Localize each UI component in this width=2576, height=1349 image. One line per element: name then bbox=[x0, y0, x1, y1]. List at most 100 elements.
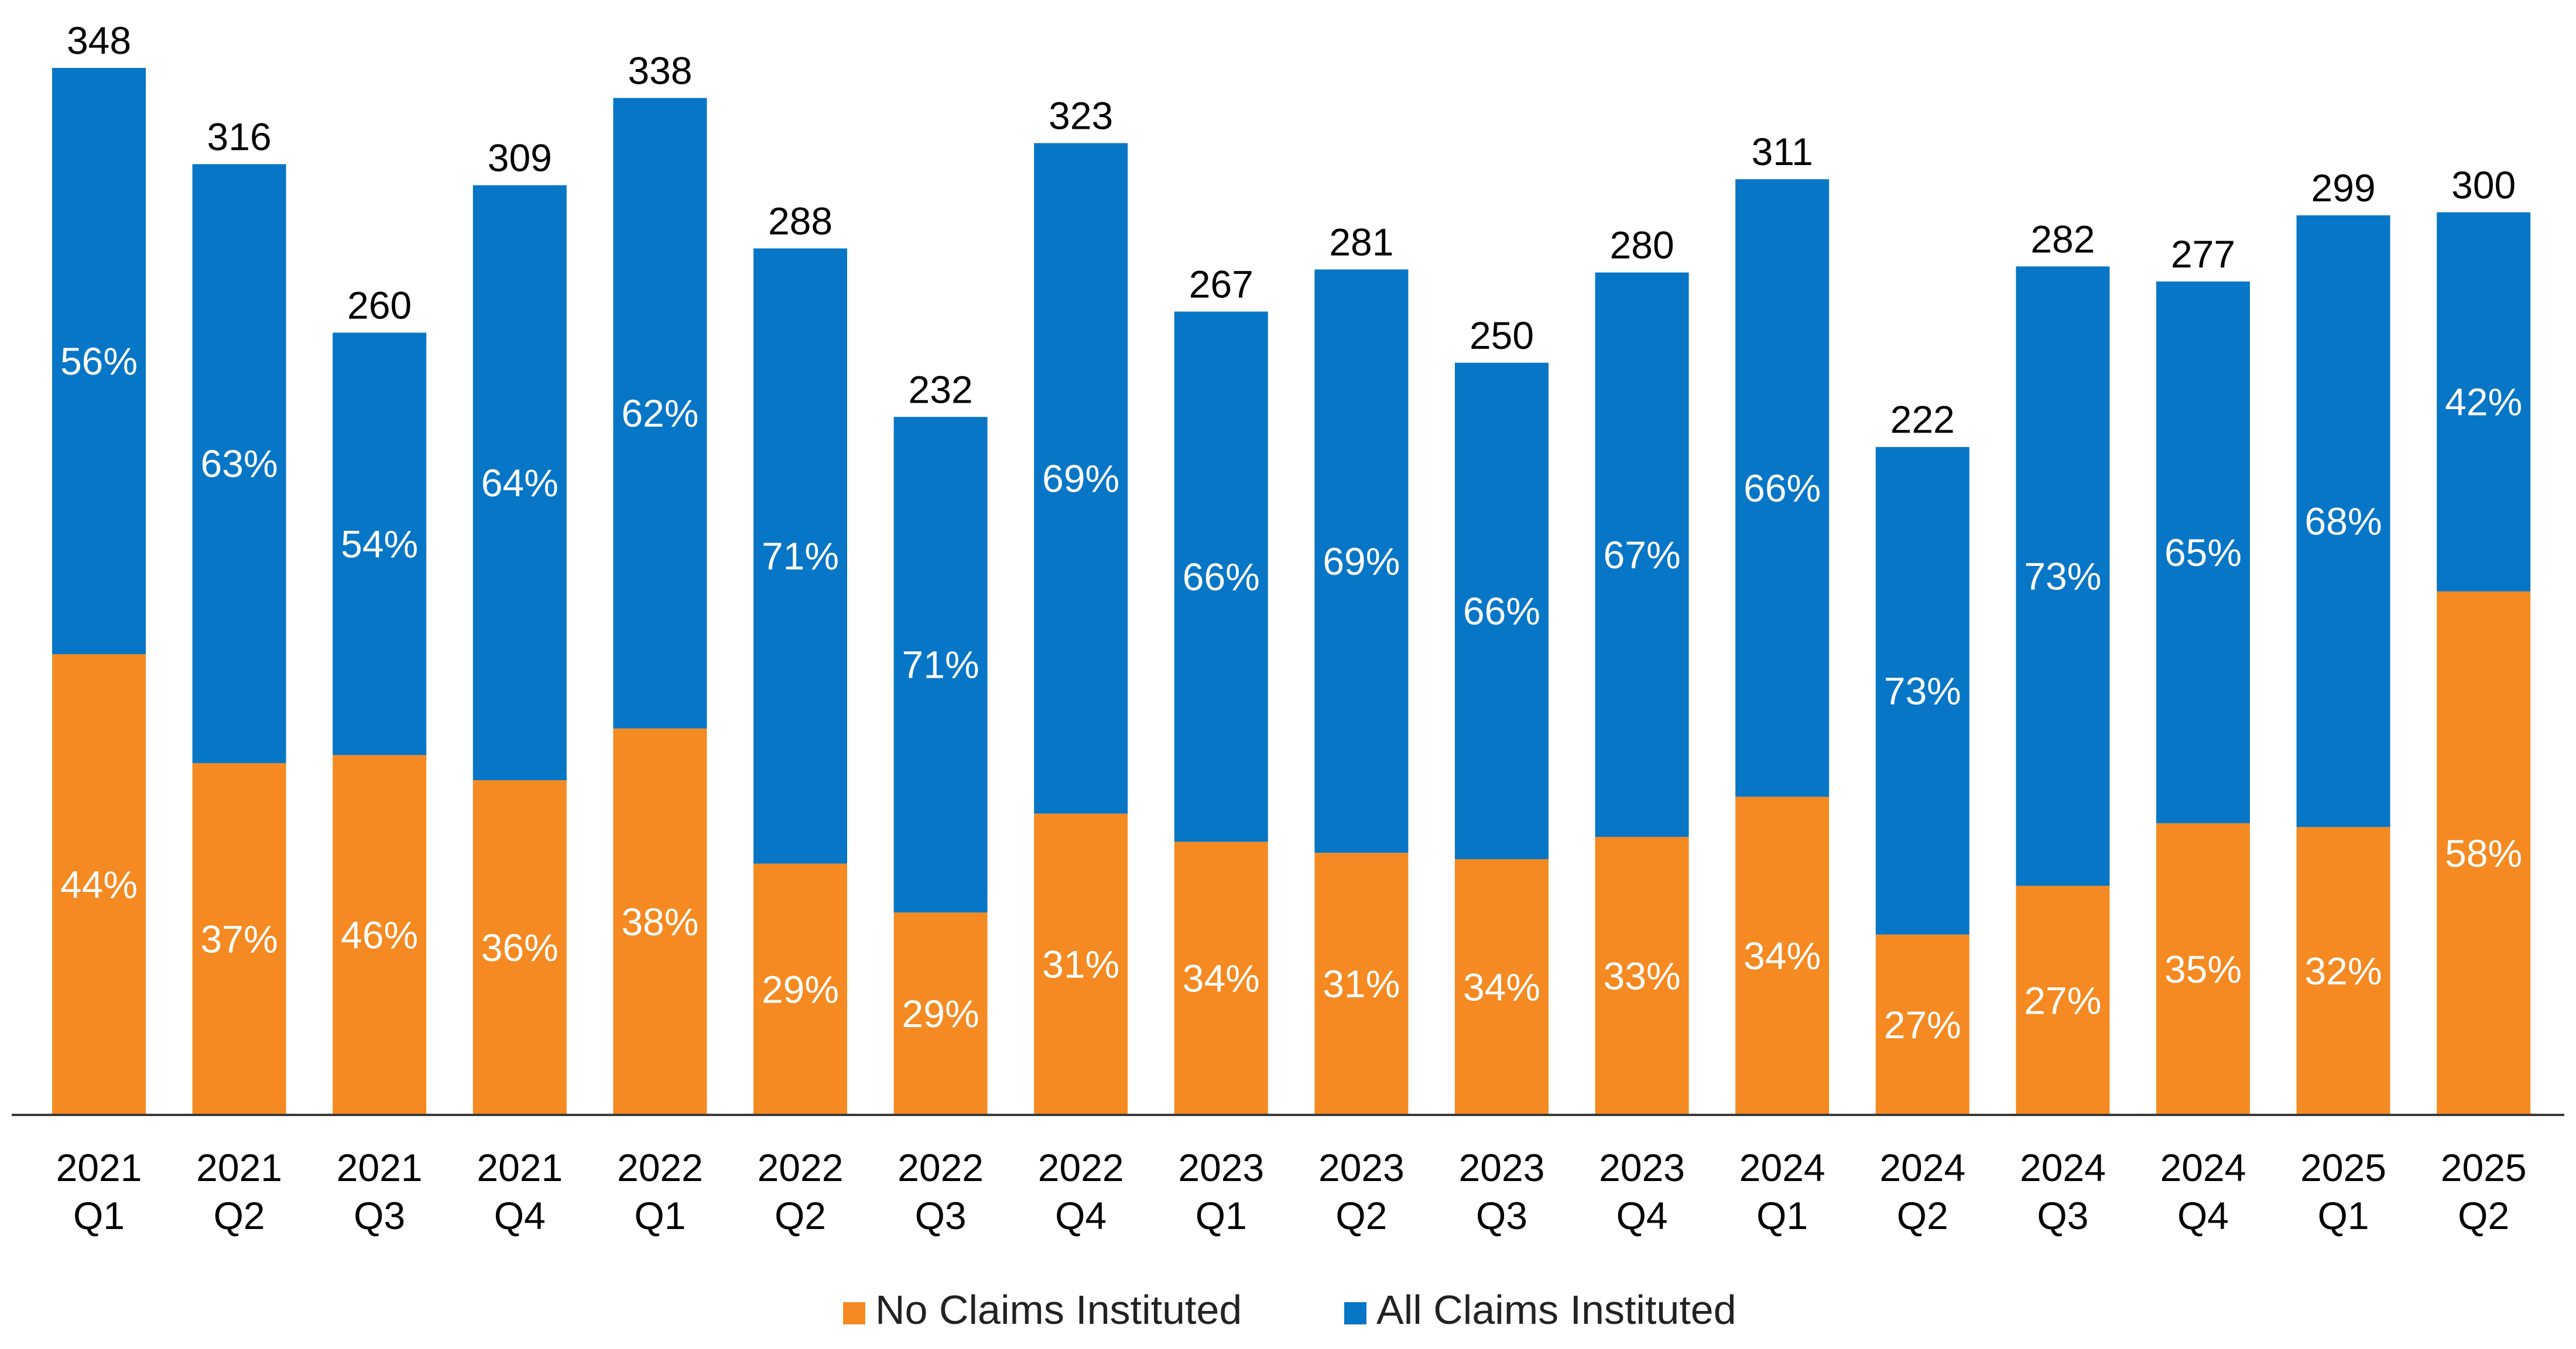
bar-segment-all-claims-2023-q2 bbox=[1314, 269, 1409, 853]
bar-segment-no-claims-2024-q4 bbox=[2156, 823, 2250, 1115]
bar-segment-no-claims-2022-q2 bbox=[753, 863, 847, 1115]
bar-total-label-2023-q2: 281 bbox=[1329, 220, 1393, 263]
x-tick-label-2022-q3: 2022 Q3 bbox=[898, 1146, 984, 1237]
x-tick-label-2024-q4: 2024 Q4 bbox=[2160, 1146, 2246, 1237]
pct-label-all-claims-2024-q4: 65% bbox=[2164, 531, 2242, 574]
x-tick-label-2025-q2: 2025 Q2 bbox=[2441, 1146, 2527, 1237]
bar-segment-no-claims-2021-q3 bbox=[333, 755, 427, 1115]
bar-segment-all-claims-2022-q1 bbox=[613, 98, 707, 729]
bar-segment-all-claims-2021-q2 bbox=[192, 164, 286, 763]
bar-segment-all-claims-2021-q4 bbox=[472, 185, 567, 781]
pct-label-no-claims-2022-q2: 29% bbox=[762, 967, 839, 1011]
x-tick-label-2021-q3: 2021 Q3 bbox=[337, 1146, 423, 1237]
bar-total-label-2024-q2: 222 bbox=[1890, 398, 1955, 441]
pct-label-all-claims-2022-q4: 69% bbox=[1042, 456, 1119, 500]
bar-total-label-2023-q4: 280 bbox=[1610, 224, 1674, 267]
bar-segment-no-claims-2023-q3 bbox=[1455, 859, 1549, 1115]
data-labels-layer: 348 56% 44% 316 63% 37% 260 54% 46% 309 64% 36% 338 6… bbox=[60, 19, 2522, 1046]
bar-total-label-2022-q4: 323 bbox=[1049, 94, 1113, 138]
legend-label-all-claims: All Claims Instituted bbox=[1376, 1287, 1736, 1333]
pct-label-no-claims-2025-q1: 32% bbox=[2305, 949, 2382, 993]
bar-segment-no-claims-2023-q2 bbox=[1314, 853, 1409, 1115]
pct-label-no-claims-2023-q3: 34% bbox=[1463, 966, 1540, 1009]
bar-segment-all-claims-2024-q3 bbox=[2016, 266, 2110, 886]
pct-label-all-claims-2023-q2: 69% bbox=[1323, 540, 1400, 583]
pct-label-no-claims-2023-q4: 33% bbox=[1604, 954, 1681, 997]
pct-label-no-claims-2025-q2: 58% bbox=[2445, 832, 2522, 875]
pct-label-no-claims-2021-q1: 44% bbox=[60, 863, 138, 906]
pct-label-all-claims-2023-q4: 67% bbox=[1604, 533, 1681, 576]
bar-total-label-2021-q3: 260 bbox=[347, 283, 412, 327]
bar-segment-no-claims-2021-q1 bbox=[52, 654, 146, 1115]
bar-total-label-2023-q1: 267 bbox=[1189, 262, 1253, 306]
bar-segment-no-claims-2025-q2 bbox=[2437, 591, 2531, 1115]
bar-total-label-2022-q3: 232 bbox=[909, 368, 973, 411]
bar-segment-all-claims-2023-q1 bbox=[1174, 311, 1268, 842]
legend-swatch-no-claims bbox=[843, 1302, 865, 1324]
bar-total-label-2022-q2: 288 bbox=[768, 199, 833, 242]
pct-label-all-claims-2024-q2: 73% bbox=[1884, 669, 1961, 712]
bar-segment-all-claims-2021-q3 bbox=[333, 332, 427, 756]
pct-label-all-claims-2024-q3: 73% bbox=[2024, 554, 2101, 598]
pct-label-all-claims-2025-q1: 68% bbox=[2305, 500, 2382, 543]
bar-segment-all-claims-2024-q4 bbox=[2156, 281, 2250, 823]
bar-segment-all-claims-2024-q2 bbox=[1875, 447, 1969, 935]
x-tick-label-2021-q1: 2021 Q1 bbox=[56, 1146, 142, 1237]
pct-label-no-claims-2024-q1: 34% bbox=[1743, 934, 1821, 977]
x-tick-label-2022-q2: 2022 Q2 bbox=[758, 1146, 844, 1237]
pct-label-all-claims-2022-q1: 62% bbox=[621, 392, 698, 435]
bar-segment-all-claims-2023-q4 bbox=[1595, 272, 1689, 837]
x-tick-label-2025-q1: 2025 Q1 bbox=[2300, 1146, 2386, 1237]
bar-segment-no-claims-2023-q4 bbox=[1595, 836, 1689, 1115]
bar-total-label-2021-q2: 316 bbox=[207, 115, 272, 159]
bar-total-label-2021-q1: 348 bbox=[67, 19, 131, 62]
legend-item-no-claims: No Claims Instituted bbox=[843, 1287, 1242, 1333]
bar-segment-no-claims-2023-q1 bbox=[1174, 842, 1268, 1115]
bar-segment-all-claims-2021-q1 bbox=[52, 68, 146, 654]
pct-label-no-claims-2024-q3: 27% bbox=[2024, 979, 2101, 1022]
bar-total-label-2023-q3: 250 bbox=[1469, 314, 1534, 357]
bar-total-label-2025-q1: 299 bbox=[2311, 166, 2376, 210]
legend-item-all-claims: All Claims Instituted bbox=[1344, 1287, 1736, 1333]
x-tick-label-2021-q4: 2021 Q4 bbox=[477, 1146, 563, 1237]
bar-segment-all-claims-2024-q1 bbox=[1735, 179, 1830, 797]
x-tick-label-2024-q3: 2024 Q3 bbox=[2020, 1146, 2106, 1237]
x-tick-label-2022-q1: 2022 Q1 bbox=[617, 1146, 703, 1237]
pct-label-no-claims-2022-q4: 31% bbox=[1042, 943, 1119, 986]
pct-label-no-claims-2023-q1: 34% bbox=[1183, 957, 1260, 1000]
pct-label-all-claims-2021-q3: 54% bbox=[341, 522, 418, 565]
pct-label-no-claims-2021-q4: 36% bbox=[481, 926, 559, 969]
pct-label-no-claims-2022-q3: 29% bbox=[902, 992, 979, 1035]
bar-segment-no-claims-2024-q2 bbox=[1875, 934, 1969, 1115]
bar-total-label-2021-q4: 309 bbox=[488, 136, 552, 179]
x-tick-label-2024-q2: 2024 Q2 bbox=[1879, 1146, 1965, 1237]
pct-label-no-claims-2023-q2: 31% bbox=[1323, 962, 1400, 1005]
x-tick-label-2021-q2: 2021 Q2 bbox=[196, 1146, 282, 1237]
bar-segment-all-claims-2022-q3 bbox=[893, 417, 988, 913]
x-tick-label-2023-q4: 2023 Q4 bbox=[1599, 1146, 1685, 1237]
bar-segment-no-claims-2024-q1 bbox=[1735, 797, 1830, 1115]
x-tick-label-2023-q1: 2023 Q1 bbox=[1178, 1146, 1264, 1237]
legend-label-no-claims: No Claims Instituted bbox=[875, 1287, 1242, 1333]
bar-segment-no-claims-2022-q1 bbox=[613, 728, 707, 1115]
bar-total-label-2024-q4: 277 bbox=[2171, 232, 2235, 276]
pct-label-all-claims-2021-q2: 63% bbox=[201, 442, 278, 485]
bar-segment-no-claims-2025-q1 bbox=[2296, 827, 2390, 1115]
pct-label-all-claims-2021-q1: 56% bbox=[60, 339, 138, 383]
pct-label-all-claims-2025-q2: 42% bbox=[2445, 380, 2522, 424]
bar-segment-no-claims-2022-q3 bbox=[893, 912, 988, 1115]
pct-label-all-claims-2021-q4: 64% bbox=[481, 461, 559, 504]
bar-total-label-2025-q2: 300 bbox=[2451, 163, 2516, 207]
bar-total-label-2024-q3: 282 bbox=[2030, 217, 2095, 260]
x-axis-tick-labels: 2021 Q1 2021 Q2 2021 Q3 2021 Q4 2022 Q1 2022 Q2 2022… bbox=[56, 1146, 2527, 1237]
pct-label-all-claims-2023-q1: 66% bbox=[1183, 555, 1260, 598]
bar-segment-no-claims-2021-q2 bbox=[192, 763, 286, 1115]
bar-segment-all-claims-2023-q3 bbox=[1455, 362, 1549, 860]
bar-segment-all-claims-2025-q1 bbox=[2296, 215, 2390, 828]
x-tick-label-2023-q2: 2023 Q2 bbox=[1318, 1146, 1405, 1237]
pct-label-no-claims-2024-q2: 27% bbox=[1884, 1003, 1961, 1046]
legend-swatch-all-claims bbox=[1344, 1302, 1366, 1324]
pct-label-no-claims-2024-q4: 35% bbox=[2164, 948, 2242, 991]
x-tick-label-2023-q3: 2023 Q3 bbox=[1459, 1146, 1545, 1237]
